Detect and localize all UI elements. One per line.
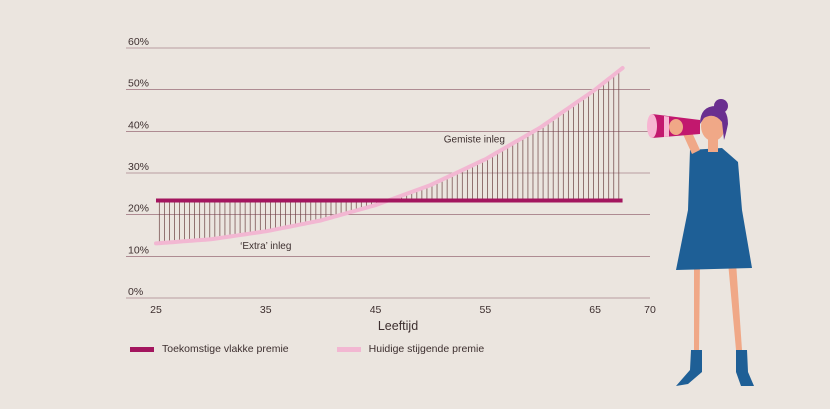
y-tick-label: 30% [128,161,149,173]
left-boot [676,350,702,386]
y-tick-labels: 0% 10% 20% 30% 40% 50% 60% [128,36,149,298]
legend: Toekomstige vlakke premie Huidige stijge… [130,343,484,355]
legend-swatch-rising [336,346,361,352]
telescope-ring [664,116,669,137]
hand [669,119,683,135]
x-tick-label: 35 [260,304,272,316]
x-tick-label: 65 [589,304,601,316]
dress [676,148,752,270]
hair-bun [714,99,728,113]
x-tick-label: 70 [644,304,656,316]
y-tick-label: 40% [128,119,149,131]
x-tick-label: 45 [370,304,382,316]
legend-swatch-flat [130,346,154,352]
y-tick-label: 20% [128,203,149,215]
right-boot [736,350,754,386]
neck [708,138,718,152]
legend-label-rising: Huidige stijgende premie [368,343,485,355]
telescope-lens [647,114,657,138]
y-tick-label: 60% [128,36,149,48]
legend-label-flat: Toekomstige vlakke premie [162,343,289,355]
left-leg [694,262,700,350]
difference-hatching [158,70,620,244]
grid-lines [126,47,650,299]
y-tick-label: 50% [128,78,149,90]
annotation-label: Gemiste inleg [444,135,505,146]
woman-with-telescope-illustration [647,99,754,386]
series-lines [154,66,625,246]
y-tick-label: 10% [128,244,149,256]
annotations: Gemiste inleg ‘Extra’ inleg [240,135,505,252]
x-tick-label: 55 [479,304,491,316]
right-leg [728,262,742,350]
legend-item-rising-premium: Huidige stijgende premie [336,343,485,355]
y-tick-label: 0% [128,286,143,298]
series-line-rising-premium [154,66,625,246]
annotation-label: ‘Extra’ inleg [240,241,291,252]
legend-item-flat-premium: Toekomstige vlakke premie [130,343,289,355]
x-tick-labels: 25 35 45 55 65 70 [150,304,656,316]
x-axis-title: Leeftijd [378,319,418,333]
hair [700,106,728,140]
x-tick-label: 25 [150,304,162,316]
